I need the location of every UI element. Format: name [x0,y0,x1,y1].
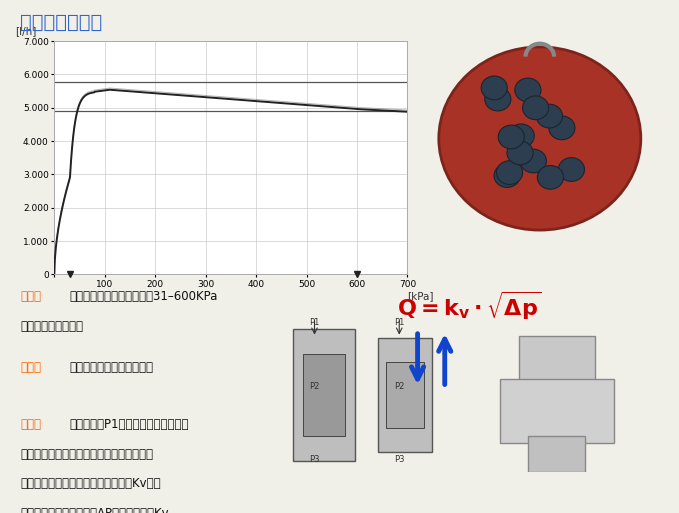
Circle shape [481,76,507,100]
Text: 当来流压力P1增大时，阀胆的套筒向: 当来流压力P1增大时，阀胆的套筒向 [69,418,189,431]
Circle shape [558,157,585,182]
Ellipse shape [439,47,641,230]
Text: P2: P2 [394,382,405,391]
Bar [528,436,585,472]
Circle shape [537,166,564,189]
Bar [303,354,346,436]
Text: 这样虽然阀胆两端的压差ΔP增大了，但是Kv: 这样虽然阀胆两端的压差ΔP增大了，但是Kv [20,507,169,513]
Bar [500,379,614,443]
Text: 下运动，压缩阀胆内的弹簧，同时减少阀胆: 下运动，压缩阀胆内的弹簧，同时减少阀胆 [20,447,153,461]
Text: 该款动态流量平衡阀在压降31–600KPa: 该款动态流量平衡阀在压降31–600KPa [69,290,218,303]
Text: 作用：: 作用： [20,361,41,374]
Circle shape [494,164,520,187]
Bar [378,338,432,452]
Circle shape [523,96,549,120]
Text: $\mathbf{Q = k_v \cdot \sqrt{\Delta p}}$: $\mathbf{Q = k_v \cdot \sqrt{\Delta p}}$ [397,290,542,322]
Text: P1: P1 [394,318,405,327]
Text: 之间保持流量恒定。: 之间保持流量恒定。 [20,320,84,332]
Circle shape [520,149,547,173]
Text: P1: P1 [310,318,320,327]
Text: 底部阀孔的过流面积，即减少阀胆的Kv值。: 底部阀孔的过流面积，即减少阀胆的Kv值。 [20,477,161,490]
Circle shape [507,141,533,165]
Text: 功能：: 功能： [20,290,41,303]
Text: [kPa]: [kPa] [407,291,434,301]
Text: P3: P3 [394,455,405,464]
Text: [l/h]: [l/h] [16,26,37,36]
Circle shape [498,125,524,149]
Text: P2: P2 [310,382,320,391]
Circle shape [536,104,562,128]
Text: 保持通过该阀的流量恒定。: 保持通过该阀的流量恒定。 [69,361,153,374]
Bar [386,362,424,428]
Bar [293,329,355,461]
Circle shape [485,87,511,111]
Text: 动态流量平衡阀: 动态流量平衡阀 [20,13,103,32]
Circle shape [549,116,575,140]
Circle shape [515,78,541,102]
Circle shape [508,124,534,148]
Circle shape [496,161,523,185]
Text: 原理：: 原理： [20,418,41,431]
Text: P3: P3 [309,455,320,464]
Bar [519,336,595,386]
